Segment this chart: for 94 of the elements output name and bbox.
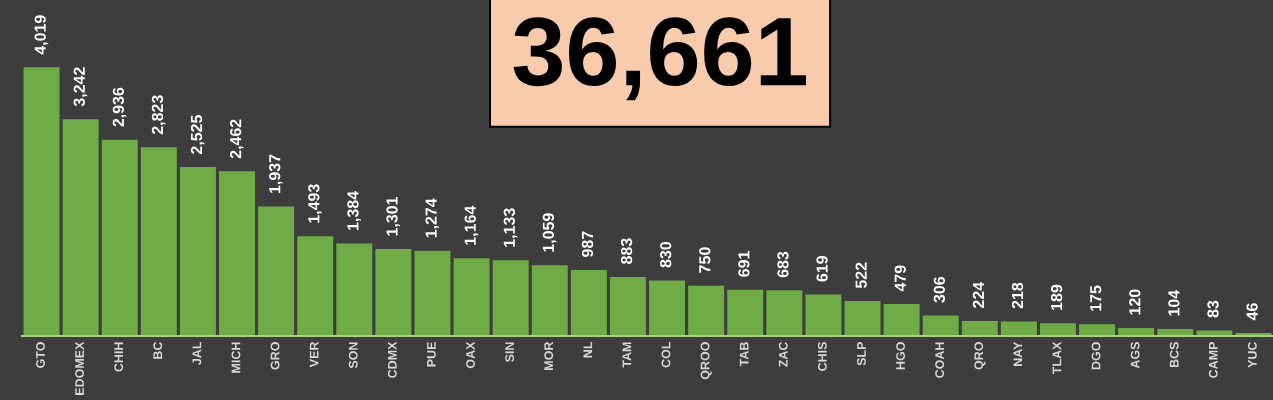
bar [766, 290, 803, 336]
bar [609, 276, 646, 336]
x-tick-label: SIN [505, 342, 515, 363]
data-label: 1,133 [503, 208, 518, 247]
x-tick-label: CHIH [114, 342, 124, 372]
bar [1040, 323, 1076, 336]
x-tick-label: COL [661, 341, 671, 368]
data-label: 522 [855, 262, 867, 289]
bar [297, 236, 334, 336]
data-label: 83 [1207, 300, 1219, 318]
x-tick-label: COAH [935, 342, 945, 378]
bar [414, 250, 451, 336]
bar [492, 260, 529, 336]
data-label: 46 [1246, 303, 1258, 321]
x-tick-label: CHIS [817, 342, 827, 371]
data-label: 1,301 [386, 196, 400, 236]
data-label: 1,384 [347, 191, 361, 230]
bar [179, 167, 216, 336]
x-tick-label: GTO [36, 342, 45, 368]
bar [101, 139, 138, 336]
x-tick-label: TAB [739, 342, 749, 367]
data-label: 2,525 [190, 115, 205, 155]
data-label: 1,274 [425, 198, 440, 238]
bar [219, 171, 255, 336]
x-tick-label: CDMX [387, 341, 397, 378]
data-label: 2,823 [151, 95, 166, 135]
bar [258, 206, 295, 336]
data-label: 987 [581, 231, 594, 257]
bar [688, 285, 725, 336]
x-tick-label: JAL [192, 341, 202, 365]
bar [336, 243, 373, 336]
data-label: 189 [1050, 284, 1063, 310]
bar [531, 265, 568, 336]
x-tick-label: YUC [1247, 341, 1257, 368]
x-tick-label: ZAC [778, 341, 788, 367]
x-tick-label: TAM [622, 342, 632, 368]
x-tick-label: QROO [700, 342, 712, 380]
x-tick-label: TLAX [1052, 341, 1062, 375]
data-label: 224 [972, 281, 984, 308]
data-label: 306 [933, 276, 946, 303]
x-tick-label: SON [348, 342, 358, 369]
bar [844, 301, 881, 336]
bar [62, 119, 99, 336]
data-label: 683 [777, 251, 789, 278]
data-label: 4,019 [34, 15, 49, 55]
data-label: 1,493 [308, 184, 322, 223]
data-label: 830 [660, 241, 672, 268]
bar [805, 294, 842, 336]
bar [140, 147, 177, 336]
data-label: 750 [699, 247, 711, 273]
x-tick-label: MOR [544, 341, 554, 370]
data-label: 175 [1090, 285, 1102, 311]
bar [649, 280, 686, 336]
bar [922, 315, 959, 336]
data-label: 883 [620, 238, 633, 264]
data-label: 3,242 [73, 67, 88, 107]
bar [727, 289, 764, 336]
x-tick-label: NL [583, 341, 593, 358]
x-tick-label: DGO [1091, 342, 1101, 370]
data-label: 1,059 [542, 213, 557, 252]
x-tick-label: AGS [1130, 342, 1140, 369]
x-tick-label: EDOMEX [75, 341, 84, 395]
x-tick-label: GRO [270, 342, 280, 370]
x-tick-label: BC [153, 341, 163, 359]
data-label: 691 [738, 251, 750, 277]
x-tick-label: SLP [857, 341, 866, 366]
x-tick-label: HGO [896, 342, 905, 370]
data-label: 2,936 [112, 87, 127, 127]
annotation: 36,661 [513, 17, 807, 101]
x-tick-label: QRO [974, 342, 986, 370]
data-label: 218 [1011, 282, 1024, 309]
bar [1000, 321, 1037, 336]
bar [961, 321, 998, 336]
x-tick-label: CAMP [1208, 341, 1218, 378]
data-label: 619 [816, 256, 828, 282]
bar [1196, 330, 1233, 336]
x-tick-label: NAY [1013, 341, 1023, 366]
x-tick-label: PUE [427, 342, 436, 367]
bar [1079, 324, 1116, 336]
data-label: 120 [1129, 289, 1141, 315]
x-tick-label: BCS [1169, 342, 1179, 368]
data-label: 1,937 [269, 154, 283, 193]
data-label: 2,462 [229, 119, 244, 159]
data-label: 1,164 [464, 205, 479, 245]
bar [883, 303, 920, 336]
data-label: 479 [894, 265, 906, 292]
data-label: 104 [1168, 289, 1180, 316]
x-tick-label: MICH [231, 342, 241, 373]
bar [453, 258, 490, 336]
x-tick-label: OAX [466, 341, 475, 369]
bar [570, 269, 607, 336]
bar [23, 67, 60, 336]
bar [375, 248, 412, 336]
x-tick-label: VER [309, 341, 319, 368]
